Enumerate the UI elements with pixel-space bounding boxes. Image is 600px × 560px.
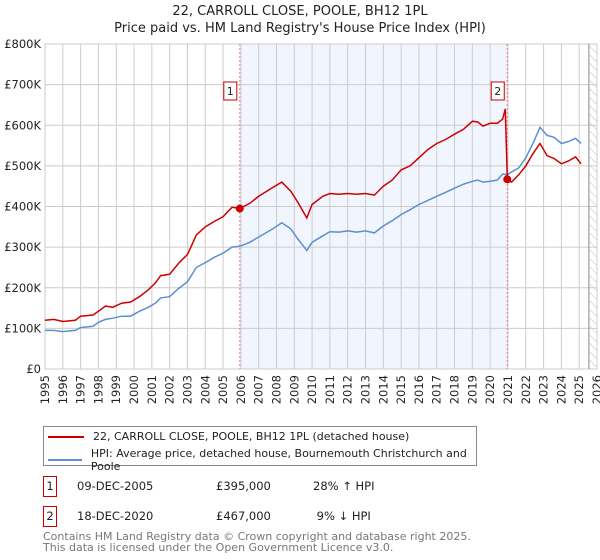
legend-swatch-red [48,435,84,438]
x-tick-label: 2015 [394,375,408,404]
x-tick-label: 2021 [501,375,515,404]
legend-label: 22, CARROLL CLOSE, POOLE, BH12 1PL (deta… [93,430,410,443]
footer-copyright: Contains HM Land Registry data © Crown c… [43,530,471,543]
x-tick-label: 2013 [359,375,373,404]
x-tick-label: 2026 [590,375,600,404]
x-tick-label: 2018 [448,375,462,404]
y-tick-label: £300K [4,240,41,254]
annotation-label: 1 [227,85,234,98]
y-tick-label: £0 [26,362,41,376]
sale-point [235,204,244,213]
footer: Contains HM Land Registry data © Crown c… [43,531,471,553]
x-tick-label: 1996 [56,375,70,404]
legend-label: HPI: Average price, detached house, Bour… [90,447,467,473]
x-tick-label: 1997 [74,375,88,404]
annotation-box [223,81,238,101]
property-price-line [44,108,582,323]
chart-title: 22, CARROLL CLOSE, POOLE, BH12 1PL [172,4,428,19]
chart-subtitle: Price paid vs. HM Land Registry's House … [114,21,486,36]
x-tick-label: 2020 [483,375,497,404]
transaction-hpi: 9% ↓ HPI [313,509,371,523]
y-tick-label: £200K [4,281,41,295]
annotation-label: 2 [494,85,501,98]
x-tick-label: 2012 [341,375,355,404]
footer-licence: This data is licensed under the Open Gov… [43,541,394,554]
x-tick-label: 2016 [412,375,426,404]
y-tick-label: £400K [4,200,41,214]
y-tick-label: £600K [4,118,41,132]
x-tick-label: 2023 [537,375,551,404]
x-tick-label: 2004 [198,375,212,404]
x-tick-label: 1995 [38,375,52,404]
transaction-date: 09-DEC-2005 [77,479,154,493]
annotation-box [490,81,505,101]
x-tick-label: 2025 [572,375,586,404]
x-tick-label: 2000 [127,375,141,404]
legend-item-property: 22, CARROLL CLOSE, POOLE, BH12 1PL (deta… [48,430,409,443]
x-tick-label: 2010 [305,375,319,404]
y-tick-label: £100K [4,321,41,335]
x-tick-label: 2002 [163,375,177,404]
x-tick-label: 1998 [91,375,105,404]
legend-item-hpi: HPI: Average price, detached house, Bour… [48,447,476,473]
legend-swatch-blue [48,459,82,461]
x-tick-label: 1999 [109,375,123,404]
transaction-price: £467,000 [216,509,271,523]
x-tick-label: 2006 [234,375,248,404]
x-tick-label: 2022 [519,375,533,404]
transaction-price: £395,000 [216,479,271,493]
sale-point [503,175,512,184]
x-tick-label: 2024 [554,375,568,404]
transaction-hpi: 28% ↑ HPI [313,479,375,493]
x-tick-label: 2019 [465,375,479,404]
x-tick-label: 2001 [145,375,159,404]
x-tick-label: 2007 [252,375,266,404]
transaction-date: 18-DEC-2020 [77,509,154,523]
x-tick-label: 2003 [180,375,194,404]
marker-badge: 1 [43,476,57,497]
price-chart: 1995 1996 1997 1998 1999 2000 2001 2002 2003 2004… [4,37,600,404]
x-tick-label: 2005 [216,375,230,404]
legend: 22, CARROLL CLOSE, POOLE, BH12 1PL (deta… [43,426,477,473]
x-tick-label: 2017 [430,375,444,404]
y-tick-label: £700K [4,78,41,92]
plot-border [44,43,598,370]
x-tick-label: 2011 [323,375,337,404]
marker-badge: 2 [43,506,57,527]
x-tick-label: 2008 [269,375,283,404]
x-tick-label: 2009 [287,375,301,404]
y-tick-label: £500K [4,159,41,173]
y-tick-label: £800K [4,37,41,51]
x-tick-label: 2014 [376,375,390,404]
